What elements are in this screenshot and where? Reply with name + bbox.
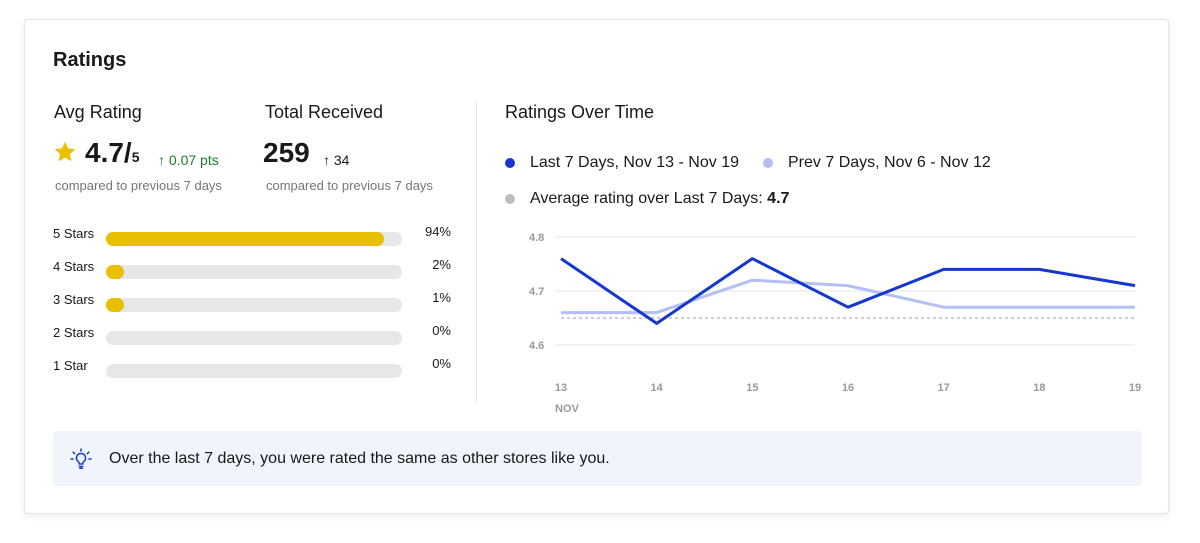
distribution-percent: 1% (432, 290, 451, 305)
chart-title: Ratings Over Time (505, 102, 655, 122)
card-title: Ratings (53, 49, 127, 71)
legend-average: Average rating over Last 7 Days: 4.7 (505, 190, 789, 208)
x-tick-label: 19 (1129, 382, 1141, 394)
legend-label: Prev 7 Days, Nov 6 - Nov 12 (788, 154, 991, 171)
avg-rating-compare: compared to previous 7 days (55, 178, 222, 193)
distribution-bar-track (106, 298, 402, 312)
legend-dot-icon (505, 194, 515, 204)
distribution-bar-fill (106, 232, 385, 246)
distribution-label: 2 Stars (53, 325, 95, 340)
distribution-row-4-stars: 4 Stars 2% (53, 257, 453, 279)
distribution-row-5-stars: 5 Stars 94% (53, 224, 453, 246)
average-value: 4.7 (767, 190, 790, 207)
avg-rating-number: 4.7/ (85, 137, 132, 168)
legend-last-7-days: Last 7 Days, Nov 13 - Nov 19 (505, 154, 739, 172)
legend-prev-7-days: Prev 7 Days, Nov 6 - Nov 12 (763, 154, 991, 172)
distribution-percent: 2% (432, 257, 451, 272)
total-received-value: 259 (263, 137, 310, 168)
legend-dot-icon (505, 158, 515, 168)
distribution-bar-track (106, 232, 402, 246)
x-tick-label: 13 (555, 382, 567, 394)
x-tick-label: 18 (1033, 382, 1045, 394)
distribution-row-3-stars: 3 Stars 1% (53, 290, 453, 312)
distribution-percent: 0% (432, 356, 451, 371)
series-line-last-7-days (560, 257, 1136, 325)
distribution-bar-fill (106, 265, 124, 279)
x-tick-label: 15 (746, 382, 758, 394)
legend-dot-icon (763, 158, 773, 168)
avg-rating-value: 4.7/5 (85, 137, 140, 169)
avg-rating-scale: 5 (131, 149, 140, 165)
distribution-percent: 0% (432, 323, 451, 338)
distribution-label: 1 Star (53, 358, 88, 373)
x-tick-label: 14 (651, 382, 664, 394)
distribution-percent: 94% (424, 224, 451, 239)
legend-label: Last 7 Days, Nov 13 - Nov 19 (530, 154, 739, 171)
y-tick-label: 4.8 (529, 232, 544, 244)
x-tick-label: 16 (842, 382, 854, 394)
average-label-text: Average rating over Last 7 Days: (530, 190, 768, 207)
y-tick-label: 4.7 (529, 286, 544, 298)
legend-label: Average rating over Last 7 Days: 4.7 (530, 190, 789, 208)
lightbulb-icon (70, 448, 92, 470)
insight-banner: Over the last 7 days, you were rated the… (53, 431, 1142, 486)
x-tick-label: 17 (938, 382, 950, 394)
distribution-row-2-stars: 2 Stars 0% (53, 323, 453, 345)
x-axis-label: NOV (555, 403, 580, 415)
distribution-bar-track (106, 331, 402, 345)
y-tick-label: 4.6 (529, 340, 544, 352)
total-received-compare: compared to previous 7 days (266, 178, 433, 193)
series-line-prev-7-days (561, 278, 1135, 315)
avg-rating-change: ↑ 0.07 pts (158, 152, 219, 168)
ratings-card: Ratings Avg Rating 4.7/5 ↑ 0.07 pts comp… (24, 19, 1169, 514)
ratings-line-chart: 4.8 4.7 4.6 13 14 15 16 17 18 19 NOV (529, 232, 1141, 415)
distribution-label: 5 Stars (53, 226, 95, 241)
distribution-bar-track (106, 265, 402, 279)
avg-rating-label: Avg Rating (54, 102, 142, 122)
total-received-label: Total Received (265, 102, 384, 122)
star-icon (54, 141, 76, 162)
distribution-label: 3 Stars (53, 292, 95, 307)
distribution-label: 4 Stars (53, 259, 95, 274)
distribution-bar-fill (106, 298, 124, 312)
total-received-change: ↑ 34 (323, 152, 350, 168)
insight-text: Over the last 7 days, you were rated the… (109, 450, 610, 467)
section-divider (476, 102, 477, 402)
distribution-bar-track (106, 364, 402, 378)
distribution-row-1-star: 1 Star 0% (53, 356, 453, 378)
